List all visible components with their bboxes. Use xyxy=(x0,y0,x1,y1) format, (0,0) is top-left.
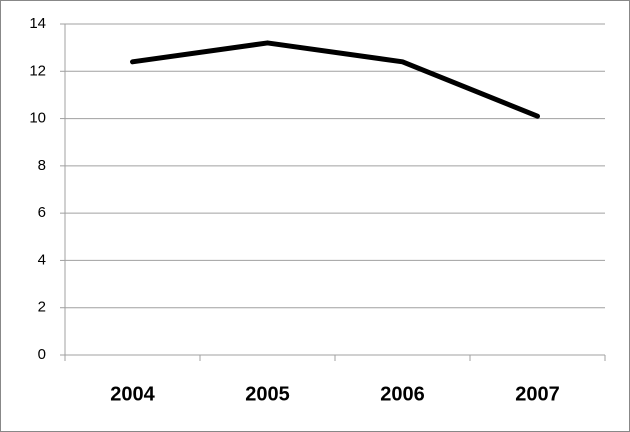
x-tick-label: 2006 xyxy=(380,383,425,405)
data-line xyxy=(130,40,540,119)
y-tick-label: 8 xyxy=(38,157,46,174)
y-tick-label: 12 xyxy=(29,62,46,79)
y-tick-label: 14 xyxy=(29,15,46,32)
x-tick-label: 2005 xyxy=(245,383,290,405)
y-tick-label: 0 xyxy=(38,346,46,363)
x-tick-label: 2004 xyxy=(110,383,155,405)
y-tick-label: 4 xyxy=(38,251,46,268)
y-tick-label: 10 xyxy=(29,110,46,127)
y-tick-label: 2 xyxy=(38,299,46,316)
y-tick-label: 6 xyxy=(38,204,46,221)
x-tick-label: 2007 xyxy=(515,383,560,405)
